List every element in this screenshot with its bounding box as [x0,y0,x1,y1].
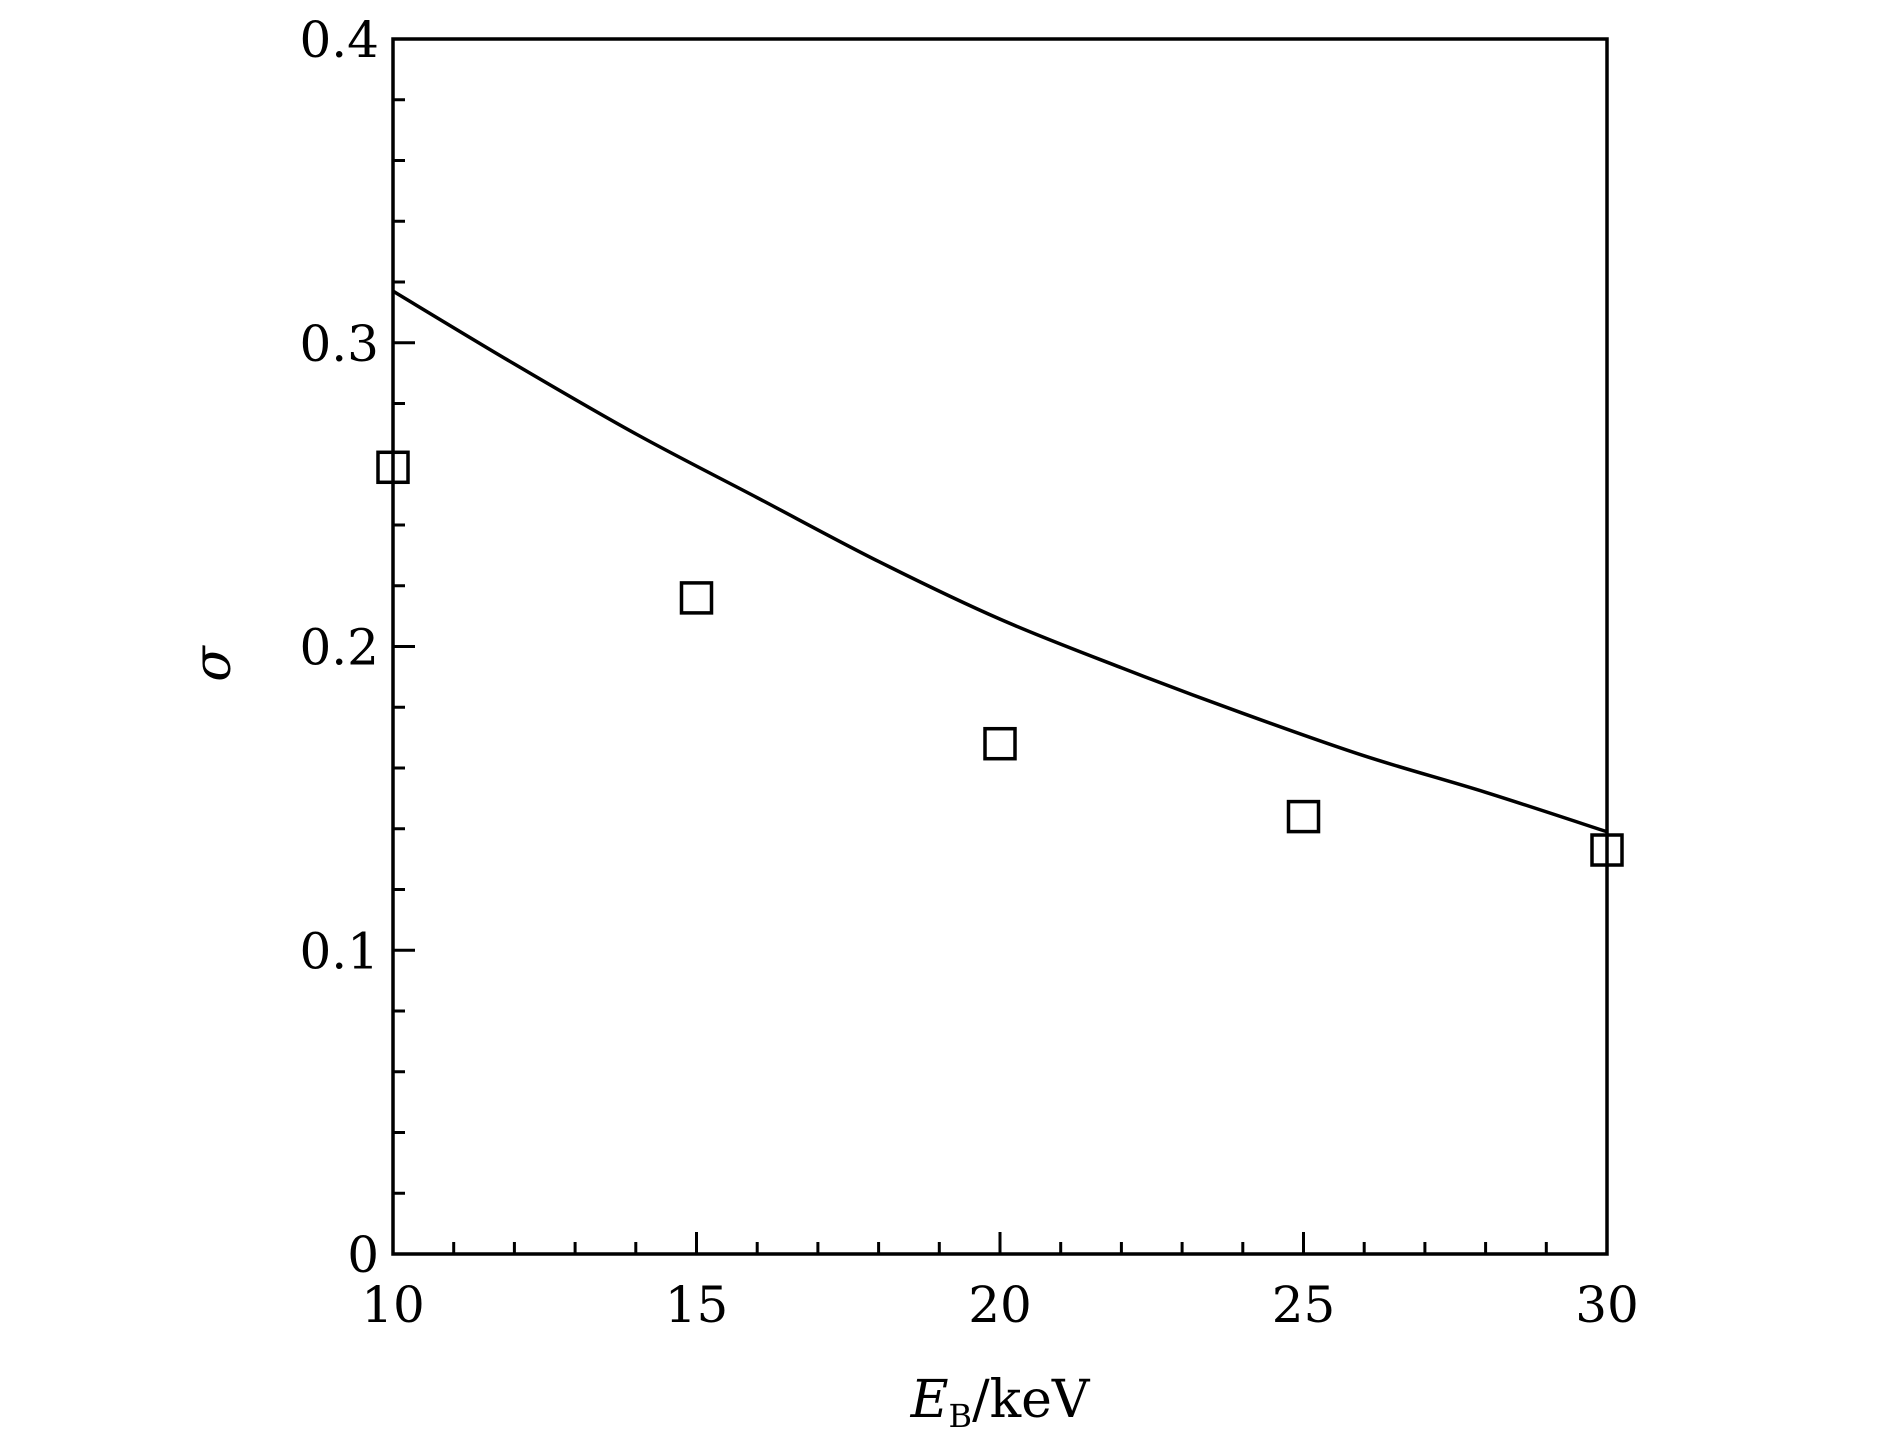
labels-layer: 10 15 20 25 30 0 0.1 0.2 0.3 0.4 [299,11,1638,1334]
x-axis-title-subscript: B [949,1397,973,1435]
x-axis-title-suffix: /keV [972,1370,1091,1430]
y-tick-label: 0.1 [299,922,379,980]
x-tick-label: 15 [665,1276,729,1334]
x-axis-title: EB/keV [910,1370,1091,1435]
data-point-square [1286,799,1321,834]
x-tick-label: 10 [361,1276,425,1334]
model-curve [392,289,1608,834]
x-axis-title-main: E [910,1370,949,1430]
series-layer [376,289,1624,867]
ticks-layer [391,37,1609,1256]
x-tick-label: 30 [1575,1276,1639,1334]
x-tick-label: 20 [968,1276,1032,1334]
y-axis-title: σ [183,645,243,682]
y-tick-label: 0 [347,1226,379,1284]
plot-frame [391,37,1609,1256]
data-point-square [983,726,1017,761]
data-point-square [679,581,714,615]
y-tick-label: 0.2 [299,619,379,677]
y-tick-label: 0.3 [299,315,379,373]
y-tick-label: 0.4 [299,11,379,69]
x-tick-label: 25 [1272,1276,1336,1334]
